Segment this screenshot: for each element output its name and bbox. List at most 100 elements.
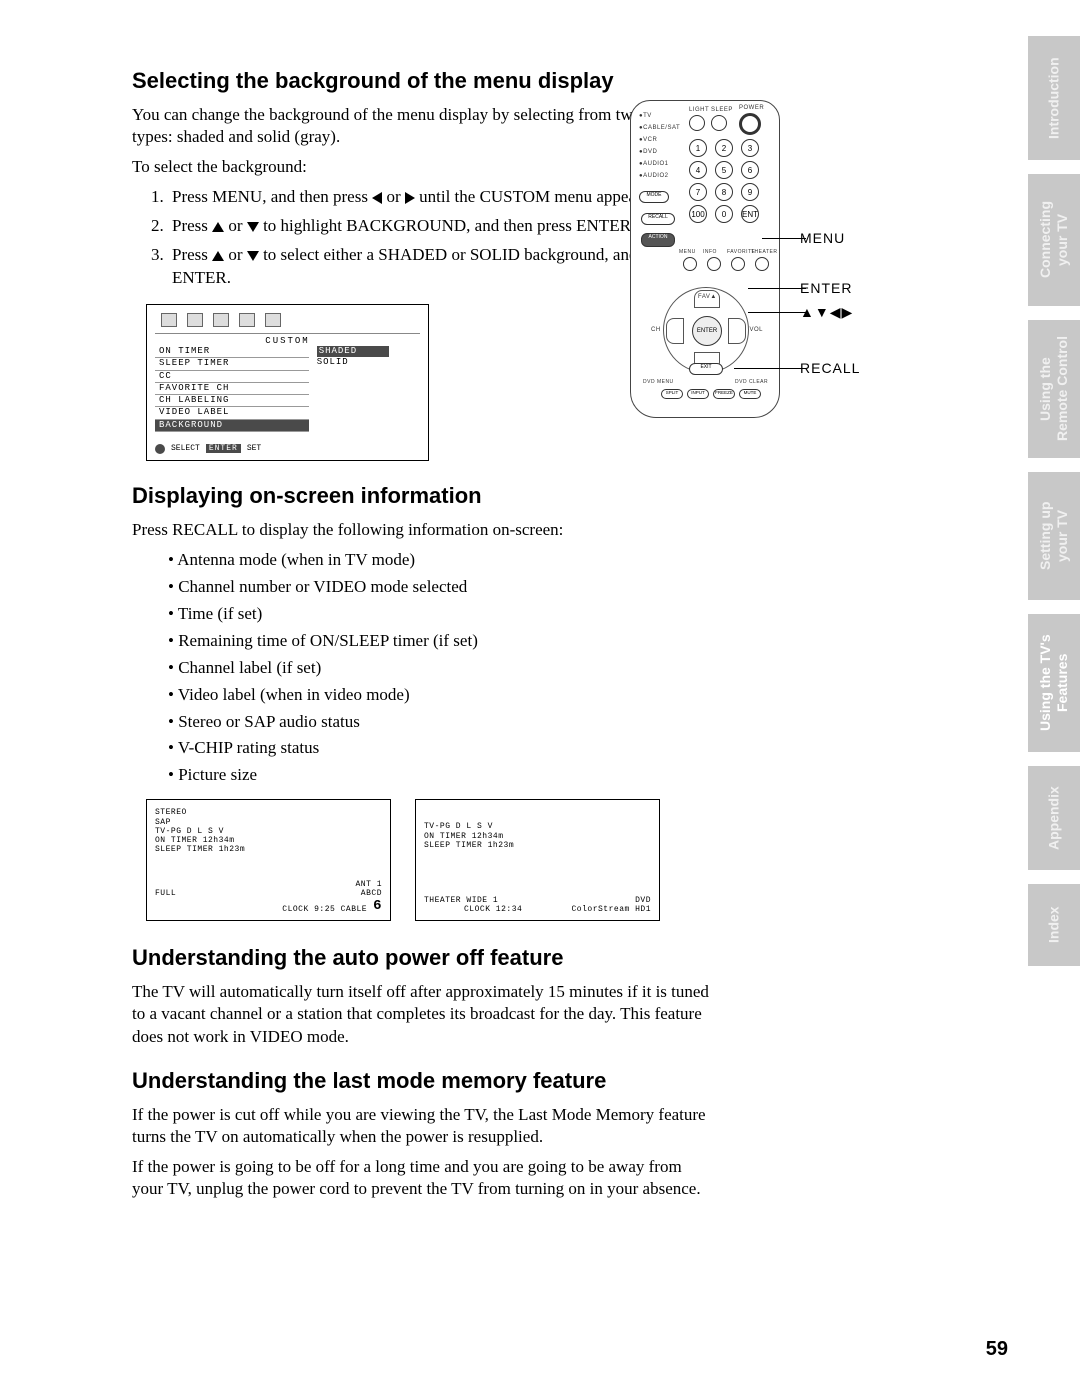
numpad-button: 7 xyxy=(689,183,707,201)
up-arrow-icon xyxy=(212,222,224,232)
heading-background: Selecting the background of the menu dis… xyxy=(132,68,712,94)
bg-intro: You can change the background of the men… xyxy=(132,104,712,148)
menu-tab-icons xyxy=(155,313,420,327)
function-button xyxy=(683,257,697,271)
up-arrow-icon xyxy=(212,251,224,261)
device-label: ●TV xyxy=(639,113,652,119)
numpad-button: 9 xyxy=(741,183,759,201)
exit-button: EXIT xyxy=(689,363,723,375)
section-tab: Using the TV's Features xyxy=(1028,614,1080,752)
section-tab: Using the Remote Control xyxy=(1028,320,1080,458)
menu-title: CUSTOM xyxy=(155,333,420,346)
section-tab: Introduction xyxy=(1028,36,1080,160)
heading-lastmode: Understanding the last mode memory featu… xyxy=(132,1068,712,1094)
power-button-icon xyxy=(739,113,761,135)
menu-icon xyxy=(239,313,255,327)
device-label: ●AUDIO2 xyxy=(639,173,668,179)
menu-options: SHADED SOLID xyxy=(309,346,420,432)
menu-icon xyxy=(265,313,281,327)
heading-osd: Displaying on-screen information xyxy=(132,483,712,509)
numpad-button: 100 xyxy=(689,205,707,223)
osd-list-item: Stereo or SAP audio status xyxy=(168,711,712,734)
device-label: ●AUDIO1 xyxy=(639,161,668,167)
light-button-icon xyxy=(689,115,705,131)
osd-list-item: Antenna mode (when in TV mode) xyxy=(168,549,712,572)
left-arrow-icon xyxy=(372,192,382,204)
device-label: ●VCR xyxy=(639,137,657,143)
callout-menu: MENU xyxy=(800,230,845,246)
callout-enter: ENTER xyxy=(800,280,852,296)
function-button xyxy=(731,257,745,271)
menu-footer: SELECT ENTER SET xyxy=(155,444,420,454)
numpad-button: ENT xyxy=(741,205,759,223)
osd-list-item: Time (if set) xyxy=(168,603,712,626)
dpad: ENTER FAV▲ xyxy=(663,287,749,373)
osd-list-item: V-CHIP rating status xyxy=(168,737,712,760)
function-button xyxy=(707,257,721,271)
numpad-button: 0 xyxy=(715,205,733,223)
osd-example-2: TV-PG D L S V ON TIMER 12h34m SLEEP TIME… xyxy=(415,799,660,921)
dpad-left-icon xyxy=(666,318,684,344)
numpad-button: 5 xyxy=(715,161,733,179)
osd-examples: STEREO SAP TV-PG D L S V ON TIMER 12h34m… xyxy=(146,799,712,921)
remote-body: ●TV●CABLE/SAT●VCR●DVD●AUDIO1●AUDIO2 POWE… xyxy=(630,100,780,418)
osd-list: Antenna mode (when in TV mode)Channel nu… xyxy=(168,549,712,787)
section-tab: Setting up your TV xyxy=(1028,472,1080,600)
numpad-button: 6 xyxy=(741,161,759,179)
numpad-button: 8 xyxy=(715,183,733,201)
bottom-button: INPUT xyxy=(687,389,709,399)
section-tab: Index xyxy=(1028,884,1080,966)
mode-button: MODE xyxy=(639,191,669,203)
callout-arrows: ▲▼◀▶ xyxy=(800,304,853,321)
bottom-button: SPLIT xyxy=(661,389,683,399)
numpad-button: 4 xyxy=(689,161,707,179)
menu-item: FAVORITE CH xyxy=(155,383,309,395)
menu-icon xyxy=(187,313,203,327)
leader-line xyxy=(748,288,806,289)
lastmode-p2: If the power is going to be off for a lo… xyxy=(132,1156,712,1200)
heading-autopower: Understanding the auto power off feature xyxy=(132,945,712,971)
autopower-body: The TV will automatically turn itself of… xyxy=(132,981,712,1047)
leader-line xyxy=(748,312,806,313)
menu-option-solid: SOLID xyxy=(317,357,420,368)
action-button: ACTION xyxy=(641,233,675,247)
menu-item: CH LABELING xyxy=(155,395,309,407)
numpad-button: 1 xyxy=(689,139,707,157)
page-number: 59 xyxy=(986,1338,1008,1361)
sleep-button-icon xyxy=(711,115,727,131)
menu-item-list: ON TIMERSLEEP TIMERCCFAVORITE CHCH LABEL… xyxy=(155,346,309,432)
osd-list-item: Picture size xyxy=(168,764,712,787)
select-indicator-icon xyxy=(155,444,165,454)
menu-option-shaded: SHADED xyxy=(317,346,389,357)
main-content: Selecting the background of the menu dis… xyxy=(132,68,712,1208)
function-button xyxy=(755,257,769,271)
callout-recall: RECALL xyxy=(800,360,860,376)
section-tab: Appendix xyxy=(1028,766,1080,870)
osd-list-item: Channel label (if set) xyxy=(168,657,712,680)
dpad-right-icon xyxy=(728,318,746,344)
numpad-button: 2 xyxy=(715,139,733,157)
menu-item: ON TIMER xyxy=(155,346,309,358)
section-tabs: Introduction Connecting your TV Using the … xyxy=(1028,36,1080,966)
menu-icon xyxy=(161,313,177,327)
right-arrow-icon xyxy=(405,192,415,204)
osd-intro: Press RECALL to display the following in… xyxy=(132,519,712,541)
ch-label: CH xyxy=(651,327,661,333)
section-tab: Connecting your TV xyxy=(1028,174,1080,306)
device-label: ●DVD xyxy=(639,149,657,155)
menu-icon xyxy=(213,313,229,327)
osd-list-item: Video label (when in video mode) xyxy=(168,684,712,707)
menu-item: SLEEP TIMER xyxy=(155,358,309,370)
lastmode-p1: If the power is cut off while you are vi… xyxy=(132,1104,712,1148)
menu-item: CC xyxy=(155,371,309,383)
custom-menu-screenshot: CUSTOM ON TIMERSLEEP TIMERCCFAVORITE CHC… xyxy=(146,304,429,461)
enter-button: ENTER xyxy=(692,316,722,346)
down-arrow-icon xyxy=(247,222,259,232)
leader-line xyxy=(734,368,806,369)
device-label: ●CABLE/SAT xyxy=(639,125,680,131)
down-arrow-icon xyxy=(247,251,259,261)
bg-lead: To select the background: xyxy=(132,156,712,178)
menu-item: VIDEO LABEL xyxy=(155,407,309,419)
remote-illustration: ●TV●CABLE/SAT●VCR●DVD●AUDIO1●AUDIO2 POWE… xyxy=(630,100,820,500)
osd-list-item: Remaining time of ON/SLEEP timer (if set… xyxy=(168,630,712,653)
